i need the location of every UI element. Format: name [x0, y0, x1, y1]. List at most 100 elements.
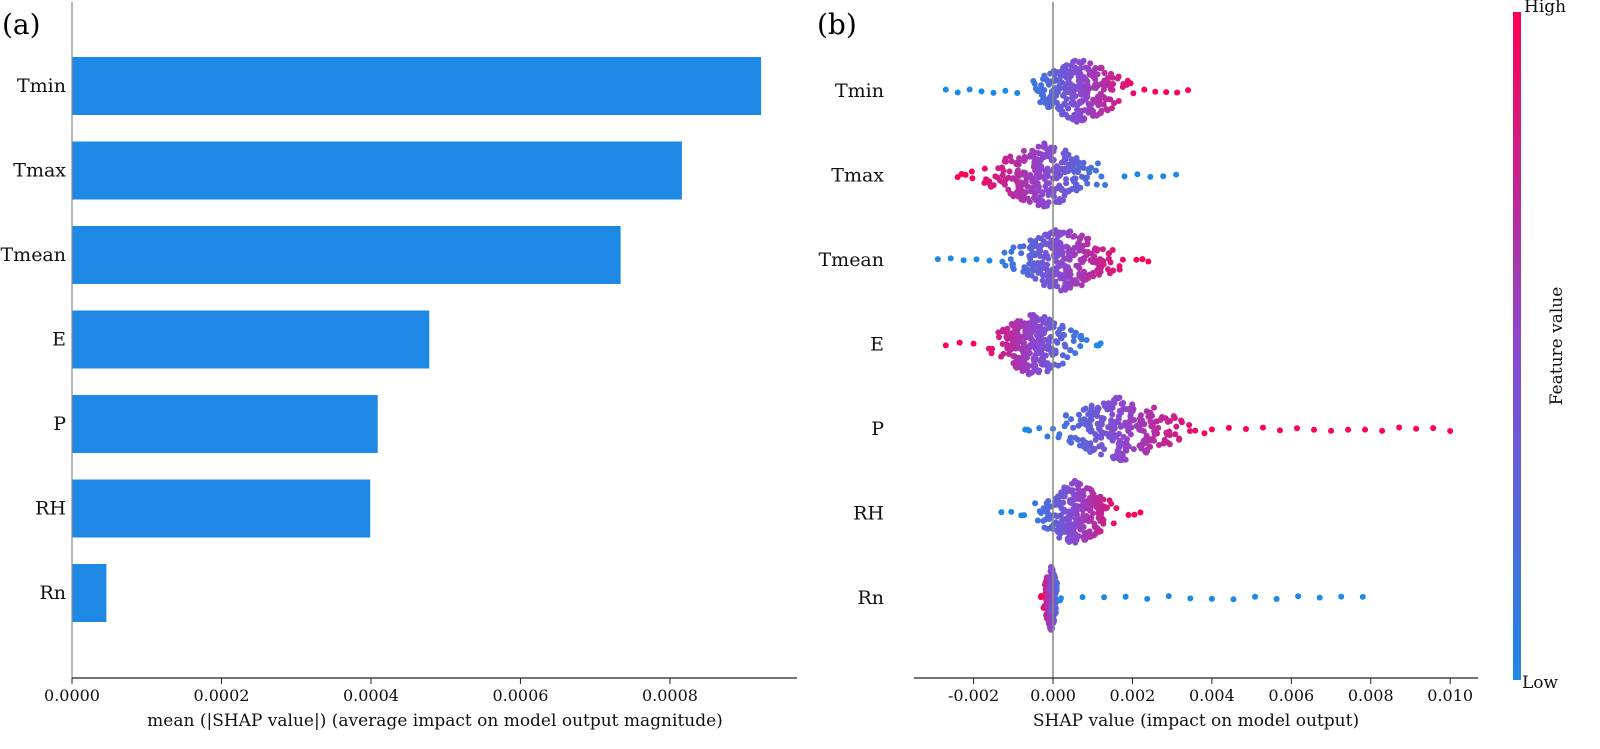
point-tmin: [1069, 94, 1076, 101]
point-tmin: [1065, 114, 1072, 121]
point-tmean: [1076, 272, 1083, 279]
point-p: [1092, 436, 1099, 443]
point-tmin: [1174, 89, 1181, 96]
point-rn: [1338, 593, 1345, 600]
point-tmin: [1101, 69, 1108, 76]
point-rh: [1084, 529, 1091, 536]
point-p: [1151, 404, 1158, 411]
point-rh: [1040, 506, 1047, 513]
point-tmin: [1086, 102, 1093, 109]
point-e: [1003, 342, 1010, 349]
point-tmean: [1145, 258, 1152, 265]
point-e: [1021, 346, 1028, 353]
point-tmean: [1017, 243, 1024, 250]
point-p: [1100, 415, 1107, 422]
point-tmin: [1057, 103, 1064, 110]
point-tmax: [1008, 158, 1015, 165]
point-tmax: [962, 171, 969, 178]
point-rh: [1075, 521, 1082, 528]
point-e: [996, 334, 1003, 341]
point-tmean: [1085, 274, 1092, 281]
point-tmin: [1068, 100, 1075, 107]
point-tmean: [1107, 259, 1114, 266]
point-p: [1100, 429, 1107, 436]
point-tmin: [1101, 94, 1108, 101]
point-tmin: [1124, 77, 1131, 84]
point-tmax: [1055, 198, 1062, 205]
point-tmean: [1044, 261, 1051, 268]
point-rh: [1090, 532, 1097, 539]
bar-tmean: [72, 226, 621, 284]
x-tick-label: 0.002: [1110, 686, 1156, 705]
point-tmean: [1065, 228, 1072, 235]
point-tmax: [969, 175, 976, 182]
point-tmin: [1098, 64, 1105, 71]
point-rh: [1093, 497, 1100, 504]
point-tmin: [942, 86, 949, 93]
feature-label-tmin: Tmin: [17, 75, 66, 97]
point-p: [1098, 441, 1105, 448]
point-tmean: [960, 257, 967, 264]
point-p: [1379, 427, 1386, 434]
point-tmax: [1017, 179, 1024, 186]
point-e: [1067, 327, 1074, 334]
point-tmean: [1094, 246, 1101, 253]
point-p: [1123, 406, 1130, 413]
point-tmean: [1066, 256, 1073, 263]
point-tmean: [1104, 266, 1111, 273]
point-tmax: [999, 164, 1006, 171]
point-tmin: [1096, 97, 1103, 104]
point-tmax: [999, 172, 1006, 179]
point-rh: [1066, 508, 1073, 515]
point-rh: [1079, 507, 1086, 514]
point-e: [1045, 336, 1052, 343]
point-tmean: [1045, 255, 1052, 262]
point-tmean: [1078, 232, 1085, 239]
point-p: [1128, 424, 1135, 431]
point-tmean: [1100, 261, 1107, 268]
point-rh: [1081, 536, 1088, 543]
point-p: [1186, 421, 1193, 428]
point-tmin: [1104, 107, 1111, 114]
point-tmax: [983, 176, 990, 183]
point-rh: [1068, 500, 1075, 507]
point-rh: [1090, 491, 1097, 498]
point-rh: [1032, 500, 1039, 507]
point-tmax: [1007, 190, 1014, 197]
point-p: [1061, 423, 1068, 430]
point-tmin: [1111, 100, 1118, 107]
point-tmean: [1078, 282, 1085, 289]
point-p: [1151, 431, 1158, 438]
point-rh: [1045, 511, 1052, 518]
point-p: [1161, 436, 1168, 443]
point-tmean: [1106, 250, 1113, 257]
point-p: [1094, 420, 1101, 427]
point-tmax: [1021, 156, 1028, 163]
point-tmin: [1107, 96, 1114, 103]
point-rn: [1122, 593, 1129, 600]
point-rh: [1056, 534, 1063, 541]
point-tmax: [987, 182, 994, 189]
point-rn: [1057, 595, 1064, 602]
bar-e: [72, 310, 430, 369]
point-tmin: [1163, 89, 1170, 96]
point-p: [1075, 422, 1082, 429]
point-tmax: [1160, 173, 1167, 180]
point-rh: [1073, 536, 1080, 543]
point-rh: [1113, 505, 1120, 512]
point-tmax: [1068, 157, 1075, 164]
point-e: [1014, 330, 1021, 337]
point-p: [1447, 427, 1454, 434]
point-e: [1041, 336, 1048, 343]
point-tmax: [1063, 167, 1070, 174]
point-p: [1111, 425, 1118, 432]
point-tmean: [1001, 249, 1008, 256]
point-p: [1140, 437, 1147, 444]
point-p: [1067, 434, 1074, 441]
point-p: [1113, 433, 1120, 440]
point-e: [1052, 347, 1059, 354]
point-tmean: [1116, 263, 1123, 270]
point-tmin: [1130, 90, 1137, 97]
point-tmin: [1085, 86, 1092, 93]
point-p: [1137, 415, 1144, 422]
